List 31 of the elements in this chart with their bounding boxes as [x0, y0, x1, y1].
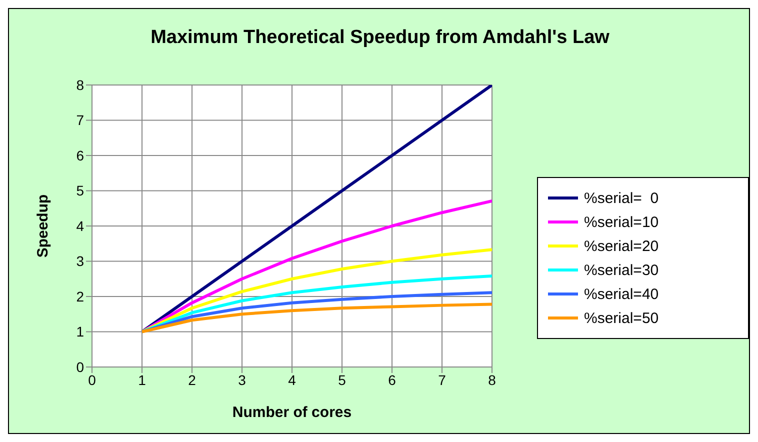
legend-label: %serial=30	[584, 262, 659, 278]
y-tick-label: 3	[76, 253, 84, 270]
legend-label: %serial=50	[584, 310, 659, 326]
x-tick-label: 4	[288, 372, 296, 388]
x-tick-label: 1	[138, 372, 146, 388]
x-tick-label: 2	[188, 372, 196, 388]
y-tick-label: 8	[76, 76, 84, 93]
line-series	[140, 199, 492, 334]
x-tick-label: 6	[388, 372, 396, 388]
x-tick-label: 3	[238, 372, 246, 388]
y-tick-label: 4	[76, 218, 84, 234]
x-tick-label: 0	[88, 372, 96, 388]
legend-label: %serial= 0	[584, 190, 659, 206]
y-tick-label: 1	[76, 324, 84, 340]
line-series	[140, 291, 492, 334]
y-tick-label: 5	[76, 182, 84, 199]
legend-label: %serial=20	[584, 238, 659, 254]
legend-label: %serial=10	[584, 214, 659, 230]
x-axis-title: Number of cores	[232, 404, 352, 421]
legend-label: %serial=40	[584, 286, 659, 302]
x-tick-label: 8	[488, 372, 496, 388]
y-tick-label: 7	[76, 112, 84, 128]
x-tick-label: 5	[338, 372, 346, 388]
chart-title: Maximum Theoretical Speedup from Amdahl's Law	[150, 27, 610, 49]
x-tick-label: 7	[438, 372, 446, 388]
line-series	[140, 274, 492, 334]
line-series	[140, 302, 492, 334]
y-tick-label: 6	[76, 147, 84, 164]
y-tick-label: 2	[76, 288, 84, 304]
y-tick-label: 0	[76, 358, 84, 375]
y-axis-title: Speedup	[34, 194, 52, 258]
